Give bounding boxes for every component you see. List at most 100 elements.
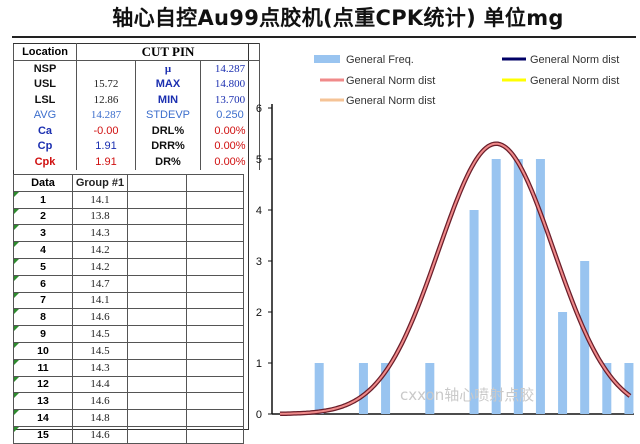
watermark: cxxon轴心喷射点胶 xyxy=(400,386,535,404)
table-row: 3 14.3 xyxy=(13,224,244,243)
row-value: 14.8 xyxy=(72,409,128,427)
page-title: 轴心自控Au99点胶机(点重CPK统计) 单位mg xyxy=(112,6,564,30)
row-index: 13 xyxy=(13,392,73,411)
table-row: 7 14.1 xyxy=(13,291,244,310)
stat-value: 15.72 xyxy=(76,76,136,92)
comment-marker-icon xyxy=(14,410,19,416)
table-row: 10 14.5 xyxy=(13,341,244,360)
comment-marker-icon xyxy=(14,191,19,197)
histogram-bar xyxy=(624,363,634,414)
stat-label-2: MAX xyxy=(135,76,201,92)
empty-cell xyxy=(127,358,187,377)
row-index: 11 xyxy=(13,358,73,377)
data-header: Data xyxy=(13,174,73,192)
row-value: 14.6 xyxy=(72,308,128,327)
stats-row: LSL 12.86 MIN 13.700 xyxy=(13,92,260,108)
empty-cell xyxy=(127,375,187,394)
histogram-bar xyxy=(602,363,612,414)
row-index: 10 xyxy=(13,341,73,360)
empty-cell xyxy=(186,241,244,259)
stat-label: LSL xyxy=(13,92,77,108)
histogram-bar xyxy=(425,363,435,414)
stat-value-2: 0.250 xyxy=(200,107,260,123)
comment-marker-icon xyxy=(14,376,19,382)
row-index: 7 xyxy=(13,291,73,310)
empty-cell xyxy=(127,291,187,310)
empty-cell xyxy=(127,207,187,226)
location-value: CUT PIN xyxy=(76,43,260,61)
row-value: 14.7 xyxy=(72,274,128,293)
stat-value-2: 0.00% xyxy=(200,123,260,139)
empty-cell xyxy=(127,409,187,427)
empty-cell xyxy=(127,174,187,192)
stat-value-2: 0.00% xyxy=(200,154,260,170)
table-row: 14 14.8 xyxy=(13,409,244,427)
table-row: 13 14.6 xyxy=(13,392,244,411)
title-underline xyxy=(12,36,636,38)
stat-value: 1.91 xyxy=(76,138,136,154)
stat-label: AVG xyxy=(13,107,77,123)
stat-label-2: DR% xyxy=(135,154,201,170)
row-index: 6 xyxy=(13,274,73,293)
data-header-row: Data Group #1 xyxy=(13,174,244,192)
row-index: 8 xyxy=(13,308,73,327)
row-value: 14.1 xyxy=(72,190,128,209)
histogram-bar xyxy=(469,210,479,414)
empty-cell xyxy=(127,341,187,360)
legend-label-norm-orange: General Norm dist xyxy=(346,95,435,107)
row-value: 14.3 xyxy=(72,358,128,377)
stat-label-2: STDEVP xyxy=(135,107,201,123)
empty-cell xyxy=(186,274,244,293)
legend-swatch-freq xyxy=(314,55,340,63)
empty-cell xyxy=(186,325,244,343)
empty-cell xyxy=(186,392,244,411)
stat-value: 14.287 xyxy=(76,107,136,123)
histogram-bar xyxy=(535,159,545,414)
empty-cell xyxy=(127,392,187,411)
row-value: 14.2 xyxy=(72,241,128,259)
row-index: 12 xyxy=(13,375,73,394)
stat-label-2: μ xyxy=(135,60,201,77)
empty-cell xyxy=(186,291,244,310)
comment-marker-icon xyxy=(14,242,19,248)
row-index: 5 xyxy=(13,257,73,276)
empty-cell xyxy=(127,224,187,243)
norm-curve-line xyxy=(279,142,631,415)
stats-row: Ca -0.00 DRL% 0.00% xyxy=(13,123,260,139)
empty-cell xyxy=(186,190,244,209)
empty-cell xyxy=(127,190,187,209)
stats-row: NSP μ 14.287 xyxy=(13,60,260,77)
stat-label: Cpk xyxy=(13,154,77,170)
legend-label-norm-navy: General Norm dist xyxy=(530,54,619,66)
stats-header-row: Location CUT PIN xyxy=(13,43,260,61)
row-value: 14.5 xyxy=(72,325,128,343)
empty-cell xyxy=(186,341,244,360)
histogram-bar xyxy=(381,363,391,414)
row-value: 14.2 xyxy=(72,257,128,276)
stat-label-2: DRL% xyxy=(135,123,201,139)
empty-cell xyxy=(127,325,187,343)
empty-cell xyxy=(186,375,244,394)
stat-value: 12.86 xyxy=(76,92,136,108)
empty-cell xyxy=(186,174,244,192)
stats-row: USL 15.72 MAX 14.800 xyxy=(13,76,260,92)
legend-label-freq: General Freq. xyxy=(346,54,414,66)
stat-value xyxy=(76,60,136,77)
empty-cell xyxy=(186,358,244,377)
stats-row: Cp 1.91 DRR% 0.00% xyxy=(13,138,260,154)
row-value: 14.6 xyxy=(72,392,128,411)
table-row: 1 14.1 xyxy=(13,190,244,209)
comment-marker-icon xyxy=(14,292,19,298)
norm-curve-outline xyxy=(279,141,632,417)
stat-value-2: 0.00% xyxy=(200,138,260,154)
empty-cell xyxy=(186,409,244,427)
y-tick-label: 4 xyxy=(256,205,262,217)
empty-cell xyxy=(127,308,187,327)
row-index: 3 xyxy=(13,224,73,243)
legend-label-norm-yellow: General Norm dist xyxy=(530,75,619,87)
row-index: 2 xyxy=(13,207,73,226)
comment-marker-icon xyxy=(14,426,19,432)
histogram-bar xyxy=(580,261,590,414)
empty-cell xyxy=(186,425,244,444)
